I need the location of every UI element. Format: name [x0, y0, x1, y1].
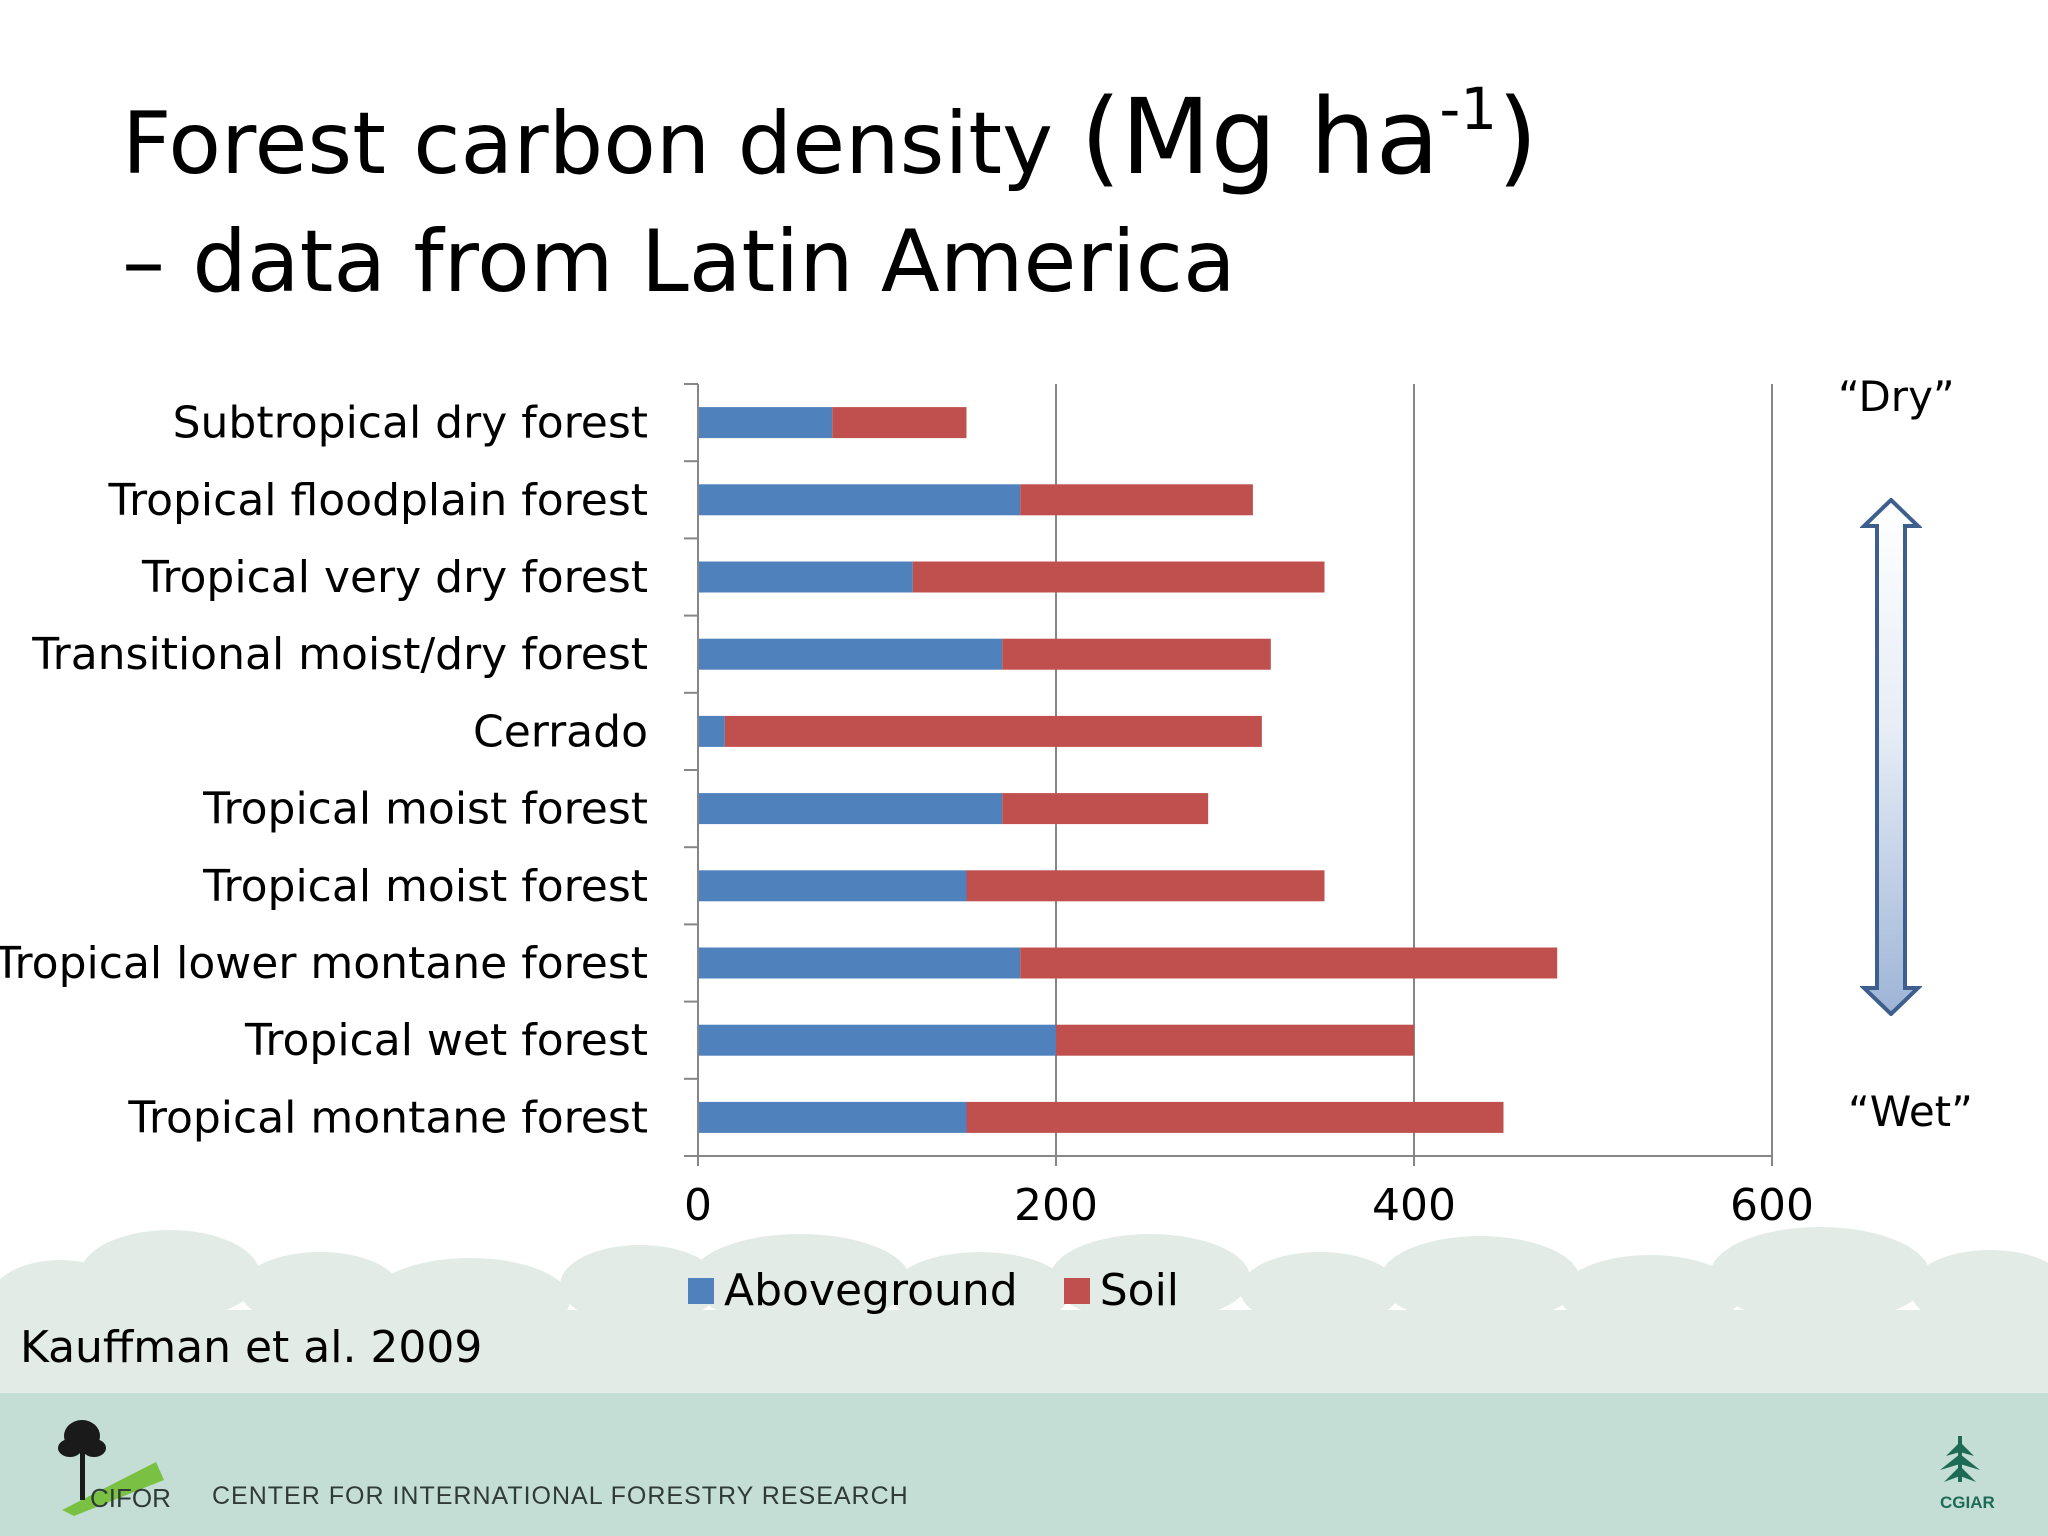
x-tick-label: 600 [1730, 1180, 1814, 1231]
bar-soil-5 [1002, 793, 1209, 825]
x-tick-label: 400 [1372, 1180, 1456, 1231]
legend-swatch-aboveground [688, 1277, 714, 1304]
y-category-label: Subtropical dry forest [173, 398, 648, 449]
y-category-label: Transitional moist/dry forest [31, 629, 648, 680]
bar-aboveground-9 [698, 1101, 967, 1133]
bar-aboveground-2 [698, 561, 913, 593]
bar-aboveground-6 [698, 870, 967, 902]
title-unit-open: (Mg ha [1080, 76, 1440, 198]
y-category-label: Tropical very dry forest [141, 552, 648, 603]
legend-label-soil: Soil [1099, 1265, 1180, 1316]
cgiar-logo-icon [1940, 1436, 1980, 1482]
bar-soil-0 [832, 407, 967, 439]
cifor-logo-icon [58, 1420, 164, 1516]
bar-soil-6 [966, 870, 1325, 902]
slide-title: Forest carbon density (Mg ha-1) – data fr… [122, 78, 1538, 321]
bar-aboveground-4 [698, 715, 725, 747]
footer-bar [0, 1393, 2048, 1536]
legend-label-aboveground: Aboveground [724, 1265, 1018, 1316]
y-category-label: Tropical wet forest [244, 1015, 648, 1066]
bar-aboveground-5 [698, 793, 1003, 825]
forest-silhouette-band [0, 1180, 2048, 1404]
y-category-label: Cerrado [473, 706, 648, 757]
chart-legend: Aboveground Soil [688, 1265, 1225, 1316]
legend-item-aboveground: Aboveground [688, 1265, 1018, 1316]
x-tick-label: 0 [684, 1180, 712, 1231]
title-line-1: Forest carbon density [122, 94, 1081, 194]
title-unit-superscript: -1 [1439, 75, 1498, 143]
title-line-2: – data from Latin America [122, 212, 1236, 312]
bar-soil-9 [966, 1101, 1504, 1133]
wet-label: “Wet” [1848, 1087, 1973, 1136]
cgiar-logo-text: CGIAR [1940, 1493, 1995, 1512]
bar-aboveground-1 [698, 484, 1021, 516]
title-unit-close: ) [1497, 76, 1538, 198]
bar-soil-8 [1056, 1024, 1414, 1056]
bar-soil-4 [724, 715, 1262, 747]
bar-soil-3 [1002, 638, 1271, 670]
y-category-label: Tropical lower montane forest [0, 938, 648, 989]
dry-wet-double-arrow-icon [1860, 498, 1922, 1016]
bar-soil-7 [1020, 947, 1558, 979]
legend-item-soil: Soil [1063, 1265, 1180, 1316]
bar-aboveground-8 [698, 1024, 1056, 1056]
y-category-label: Tropical moist forest [202, 861, 648, 912]
citation: Kauffman et al. 2009 [20, 1322, 483, 1373]
dry-label: “Dry” [1838, 372, 1955, 421]
cifor-logo-text: CIFOR [90, 1483, 171, 1513]
bar-soil-1 [1020, 484, 1253, 516]
bar-aboveground-0 [698, 407, 833, 439]
legend-swatch-soil [1063, 1277, 1090, 1304]
x-tick-label: 200 [1014, 1180, 1098, 1231]
bar-aboveground-3 [698, 638, 1003, 670]
bar-soil-2 [912, 561, 1325, 593]
bar-aboveground-7 [698, 947, 1021, 979]
stacked-bar-chart: 0 200 400 600 Subtropical dry forest Tropical… [0, 383, 1814, 1231]
y-category-label: Tropical moist forest [202, 784, 648, 835]
y-category-label: Tropical montane forest [127, 1092, 648, 1143]
y-category-label: Tropical floodplain forest [108, 475, 648, 526]
organization-name: CENTER FOR INTERNATIONAL FORESTRY RESEAR… [212, 1482, 909, 1510]
